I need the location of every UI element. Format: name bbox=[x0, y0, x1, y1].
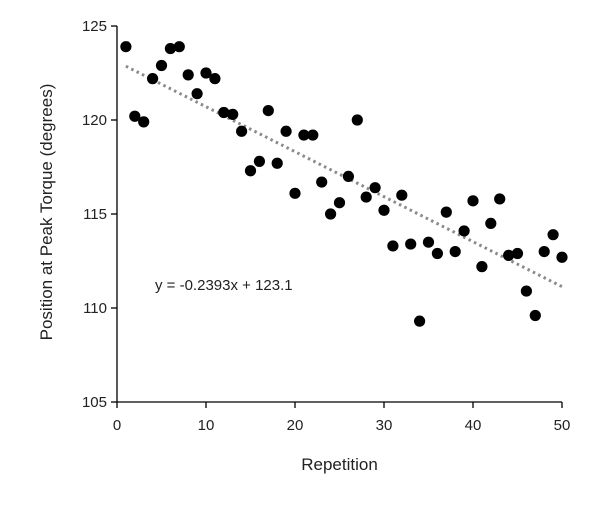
data-point bbox=[129, 110, 141, 122]
data-point bbox=[431, 247, 443, 260]
data-point bbox=[369, 182, 381, 194]
data-point bbox=[538, 246, 550, 258]
data-point bbox=[262, 105, 274, 117]
data-point bbox=[138, 116, 150, 128]
y-tick-label: 105 bbox=[82, 394, 107, 411]
y-tick-label: 125 bbox=[82, 18, 107, 35]
y-tick-label: 110 bbox=[83, 300, 107, 317]
data-point bbox=[476, 261, 488, 273]
data-point bbox=[529, 309, 541, 322]
data-point bbox=[325, 208, 337, 220]
data-point bbox=[271, 157, 283, 169]
data-point bbox=[494, 193, 506, 205]
data-point bbox=[298, 129, 310, 141]
data-point bbox=[360, 191, 372, 203]
y-axis-title: Position at Peak Torque (degrees) bbox=[37, 84, 56, 341]
x-tick-label: 10 bbox=[198, 417, 215, 434]
data-point bbox=[236, 125, 248, 137]
data-points bbox=[120, 41, 568, 327]
data-point bbox=[120, 41, 132, 53]
data-point bbox=[520, 285, 533, 297]
data-point bbox=[422, 236, 435, 248]
data-point bbox=[405, 238, 417, 250]
data-point bbox=[333, 197, 346, 209]
axes: 105 110 115 120 125 0 10 20 30 40 50 bbox=[82, 18, 570, 434]
data-point bbox=[351, 114, 363, 126]
data-point bbox=[164, 42, 176, 55]
trendline-equation: y = -0.2393x + 123.1 bbox=[155, 277, 293, 294]
data-point bbox=[396, 189, 408, 201]
data-point bbox=[173, 41, 185, 53]
data-point bbox=[503, 249, 515, 261]
data-point bbox=[342, 170, 354, 182]
data-point bbox=[280, 125, 292, 137]
x-tick-label: 50 bbox=[554, 417, 571, 434]
y-tick-label: 120 bbox=[82, 112, 107, 129]
data-point bbox=[485, 217, 497, 229]
data-point bbox=[467, 195, 479, 207]
data-point bbox=[440, 206, 452, 218]
data-point bbox=[414, 315, 426, 327]
data-point bbox=[458, 225, 470, 237]
data-point bbox=[316, 176, 328, 188]
data-point bbox=[289, 187, 301, 199]
data-point bbox=[378, 204, 390, 216]
data-point bbox=[449, 246, 461, 258]
x-tick-label: 20 bbox=[287, 417, 304, 434]
y-tick-label: 115 bbox=[83, 206, 107, 223]
data-point bbox=[307, 129, 319, 141]
data-point bbox=[556, 251, 568, 263]
data-point bbox=[387, 240, 399, 252]
data-point bbox=[200, 67, 212, 79]
data-point bbox=[182, 69, 194, 81]
data-point bbox=[244, 165, 257, 177]
x-tick-label: 30 bbox=[376, 417, 393, 434]
data-point bbox=[227, 108, 239, 120]
data-point bbox=[511, 247, 524, 260]
data-point bbox=[147, 73, 159, 85]
data-point bbox=[155, 59, 168, 72]
data-point bbox=[253, 155, 265, 167]
data-point bbox=[191, 88, 203, 100]
data-point bbox=[218, 106, 230, 119]
x-axis-title: Repetition bbox=[301, 455, 378, 474]
data-point bbox=[547, 229, 559, 241]
x-tick-label: 40 bbox=[465, 417, 482, 434]
x-tick-label: 0 bbox=[113, 417, 121, 434]
data-point bbox=[209, 73, 221, 85]
